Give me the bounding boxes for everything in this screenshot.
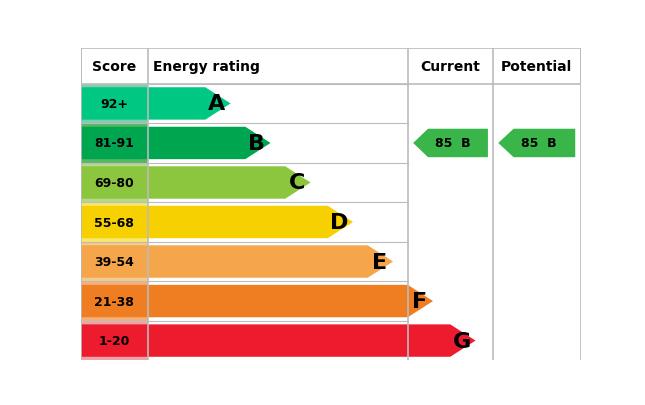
Polygon shape (499, 130, 575, 158)
Polygon shape (81, 88, 231, 120)
Polygon shape (81, 285, 433, 318)
Text: G: G (453, 331, 471, 351)
Text: Potential: Potential (501, 60, 572, 74)
Bar (148, 203, 580, 242)
Bar (81, 321, 148, 360)
Bar (81, 124, 148, 163)
Text: 1-20: 1-20 (99, 334, 130, 347)
Bar (81, 242, 148, 281)
Text: 85  B: 85 B (435, 137, 471, 150)
Text: 21-38: 21-38 (94, 295, 134, 308)
Text: 92+: 92+ (101, 98, 128, 111)
Text: 69-80: 69-80 (94, 177, 134, 190)
Text: B: B (248, 134, 265, 153)
Text: 81-91: 81-91 (94, 137, 134, 150)
Text: E: E (372, 252, 387, 272)
Polygon shape (81, 167, 311, 199)
Text: 39-54: 39-54 (94, 256, 134, 269)
Bar (81, 163, 148, 203)
Text: Energy rating: Energy rating (153, 60, 260, 74)
Bar (148, 124, 580, 163)
Polygon shape (81, 206, 353, 239)
Bar (81, 281, 148, 321)
Bar (81, 85, 148, 124)
Polygon shape (413, 130, 488, 158)
Bar (81, 203, 148, 242)
Polygon shape (81, 128, 271, 160)
Bar (148, 281, 580, 321)
Polygon shape (81, 246, 393, 278)
Text: A: A (208, 94, 225, 114)
Bar (148, 163, 580, 203)
Bar (148, 321, 580, 360)
Text: 85  B: 85 B (521, 137, 557, 150)
Text: F: F (412, 291, 427, 311)
Text: Score: Score (92, 60, 137, 74)
Text: 55-68: 55-68 (94, 216, 134, 229)
Bar (148, 242, 580, 281)
Text: Current: Current (421, 60, 481, 74)
Text: C: C (288, 173, 305, 193)
Bar (148, 85, 580, 124)
Text: D: D (330, 213, 348, 232)
Polygon shape (81, 324, 475, 357)
